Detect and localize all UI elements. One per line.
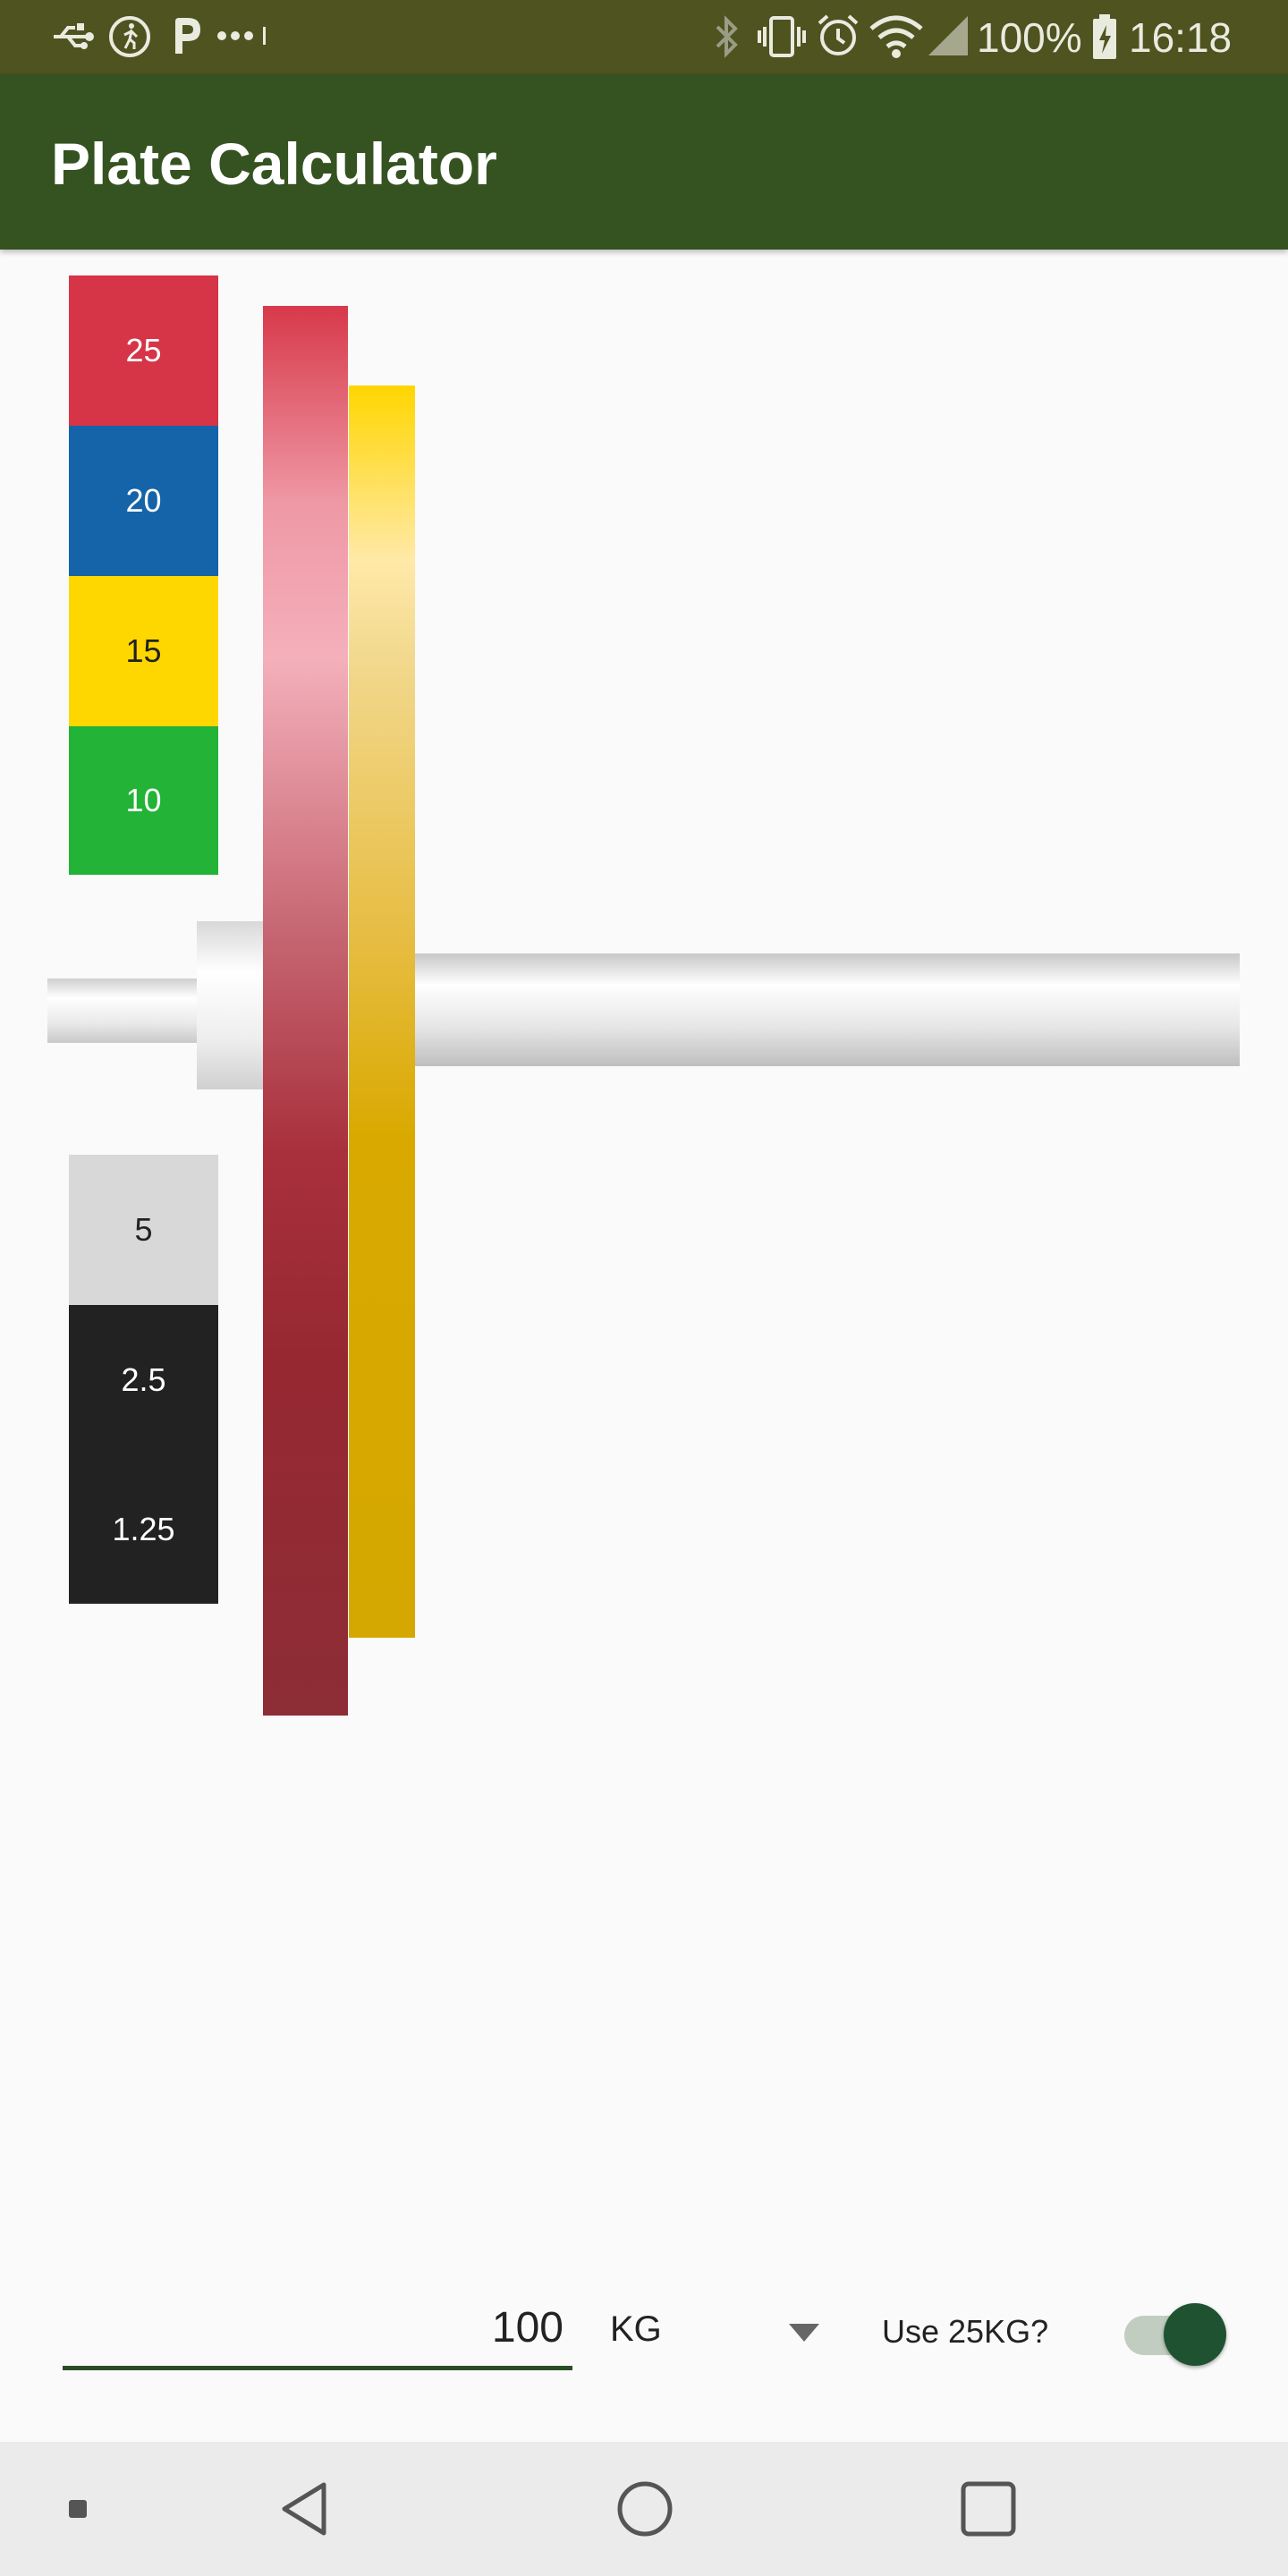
clock: 16:18: [1129, 14, 1233, 61]
usb-icon: [54, 23, 94, 49]
legend-plate-1-25: 1.25: [69, 1455, 218, 1604]
use-25kg-label: Use 25KG?: [882, 2313, 1049, 2350]
bluetooth-icon: [716, 15, 738, 58]
navigation-bar: [0, 2442, 1288, 2576]
signal-icon: [928, 16, 968, 55]
alarm-icon: [818, 14, 859, 55]
app-bar: Plate Calculator: [0, 74, 1288, 250]
legend-label: 10: [125, 782, 162, 818]
legend-plate-25: 25: [69, 275, 218, 426]
overview-icon[interactable]: [959, 2479, 1018, 2538]
unit-dropdown[interactable]: KG: [610, 2301, 825, 2363]
legend-plate-20: 20: [69, 426, 218, 576]
more-dots-icon: [217, 27, 266, 45]
legend-label: 2.5: [121, 1361, 166, 1398]
wifi-icon: [869, 15, 923, 58]
barbell-collar: [197, 921, 264, 1089]
legend-label: 20: [125, 482, 162, 519]
status-bar: 100% 16:18: [0, 0, 1288, 74]
legend-plate-5: 5: [69, 1155, 218, 1305]
dropdown-arrow-icon: [789, 2324, 819, 2342]
legend-label: 5: [134, 1211, 153, 1248]
legend-label: 15: [125, 632, 162, 669]
legend-plate-2-5: 2.5: [69, 1305, 218, 1455]
vibrate-icon: [758, 16, 806, 57]
parking-icon: [175, 18, 200, 54]
weight-input[interactable]: [63, 2290, 572, 2370]
legend-label: 1.25: [112, 1511, 175, 1547]
battery-percent: 100%: [977, 14, 1082, 61]
legend-plate-15: 15: [69, 576, 218, 726]
loaded-plate-25: [263, 306, 348, 1716]
use-25kg-toggle[interactable]: [1121, 2303, 1228, 2366]
loaded-plate-15: [349, 386, 415, 1638]
back-icon[interactable]: [277, 2479, 331, 2538]
recent-apps-small-icon[interactable]: [68, 2499, 88, 2519]
toggle-thumb: [1164, 2303, 1226, 2366]
home-icon[interactable]: [615, 2479, 674, 2538]
unit-selected-value: KG: [610, 2309, 662, 2349]
activity-icon: [109, 16, 150, 57]
page-title: Plate Calculator: [51, 131, 497, 197]
barbell-sleeve-left: [47, 979, 199, 1043]
legend-label: 25: [125, 332, 162, 369]
legend-plate-10: 10: [69, 726, 218, 875]
barbell-shaft: [411, 953, 1240, 1066]
battery-charging-icon: [1093, 14, 1116, 59]
